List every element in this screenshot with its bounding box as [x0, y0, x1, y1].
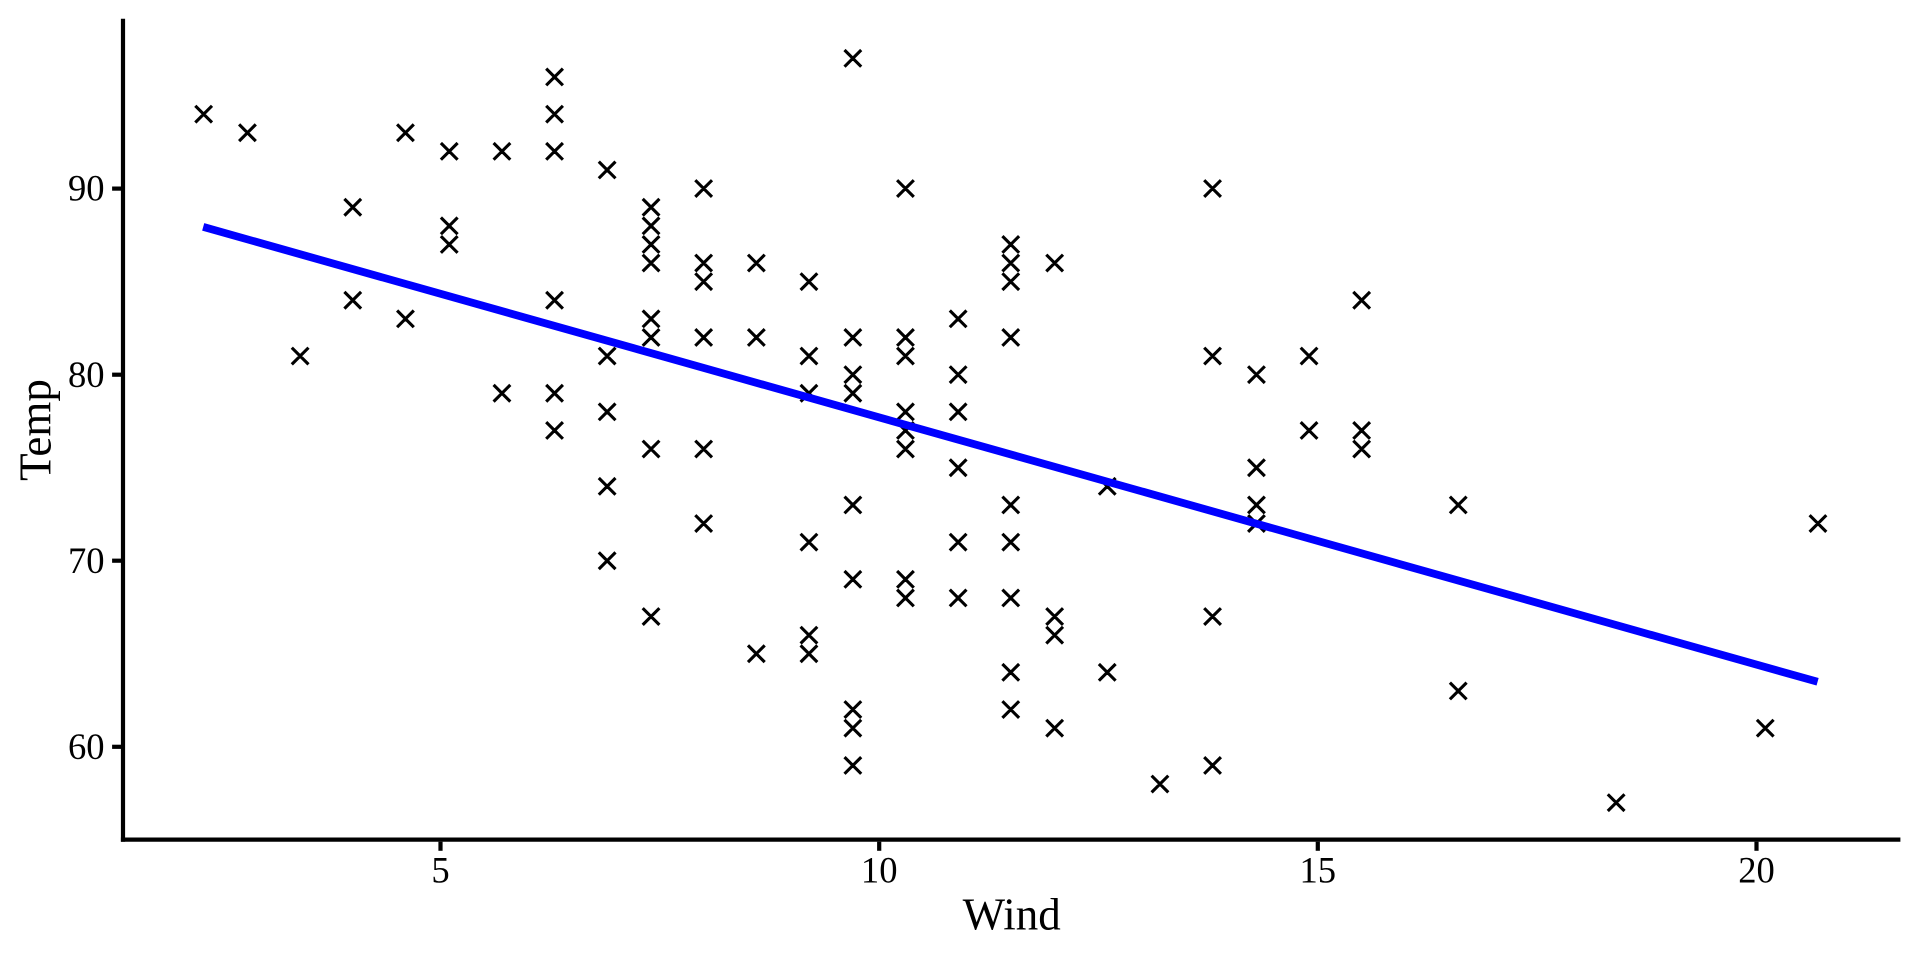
svg-text:Wind: Wind — [963, 890, 1061, 940]
svg-text:15: 15 — [1300, 849, 1337, 890]
svg-text:5: 5 — [431, 849, 449, 890]
svg-text:Temp: Temp — [10, 379, 60, 481]
svg-text:90: 90 — [68, 168, 105, 209]
svg-text:10: 10 — [861, 849, 898, 890]
svg-text:80: 80 — [68, 354, 105, 395]
svg-text:70: 70 — [68, 540, 105, 581]
svg-text:60: 60 — [68, 726, 105, 767]
svg-text:20: 20 — [1738, 849, 1775, 890]
